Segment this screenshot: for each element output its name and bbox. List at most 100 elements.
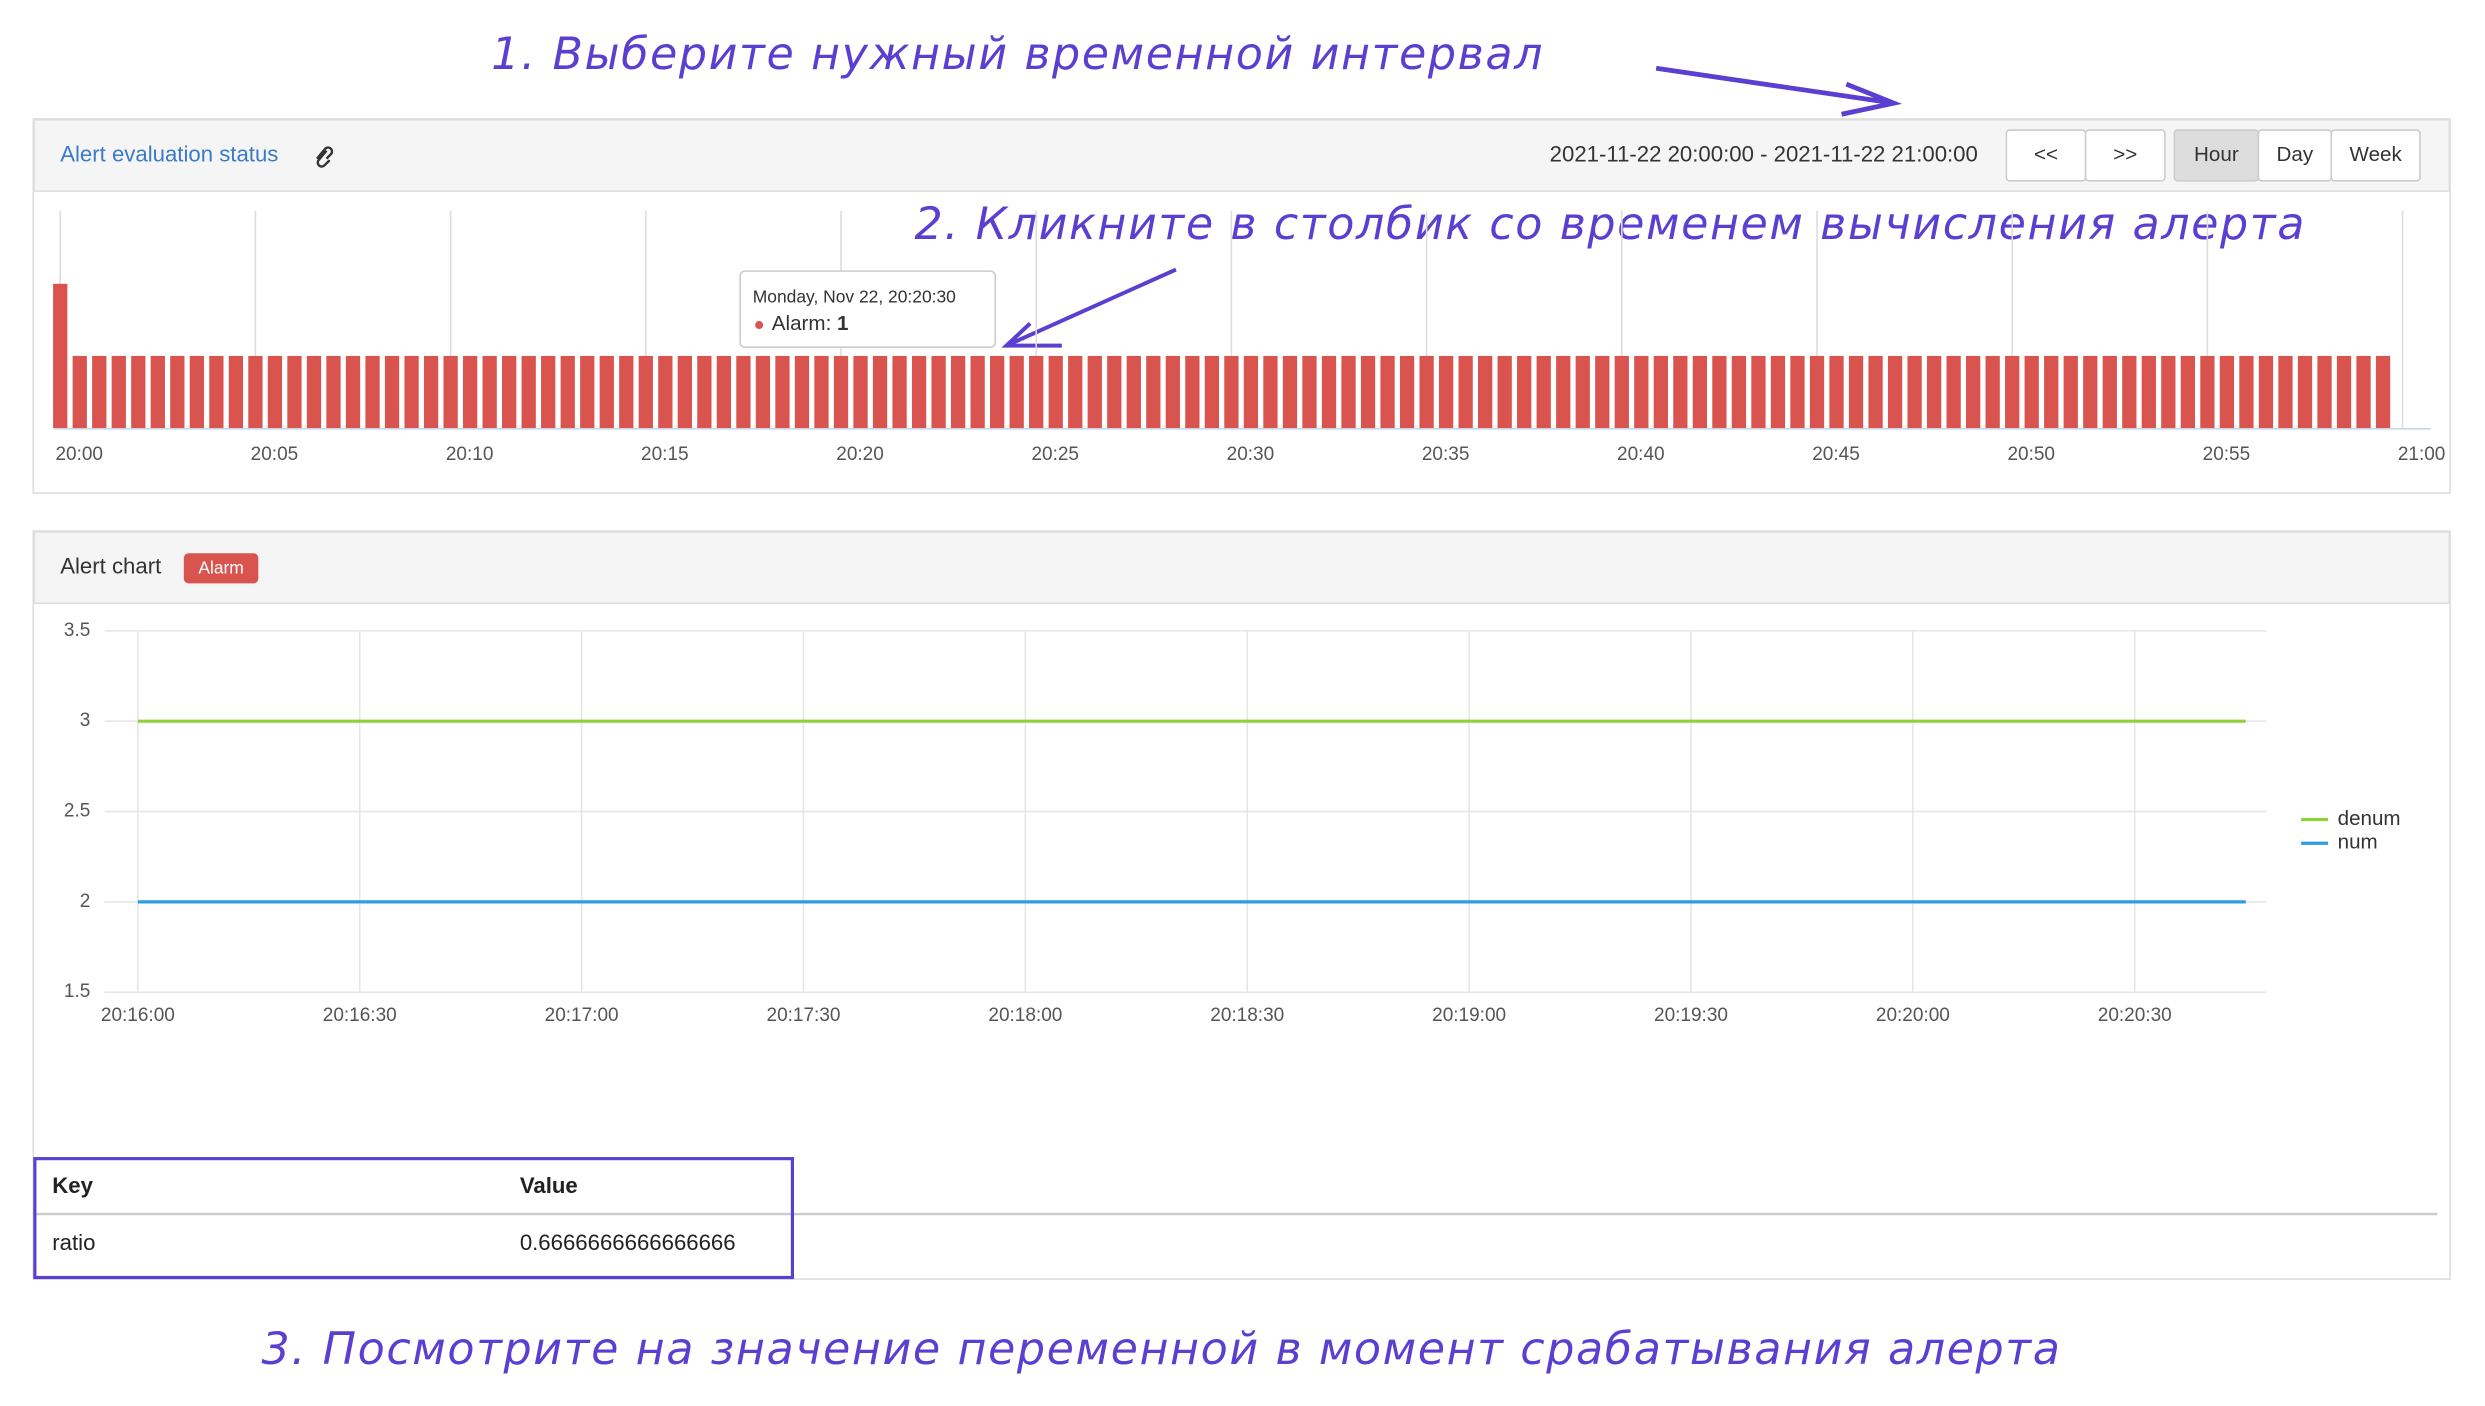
bar[interactable] xyxy=(150,355,165,429)
bar[interactable] xyxy=(2297,355,2313,429)
bar[interactable] xyxy=(990,355,1005,429)
bar[interactable] xyxy=(2375,355,2391,429)
bar[interactable] xyxy=(53,283,68,429)
bar[interactable] xyxy=(2356,355,2371,429)
bar[interactable] xyxy=(2239,355,2254,429)
bar[interactable] xyxy=(1478,355,1493,429)
bar[interactable] xyxy=(1009,355,1024,429)
bar[interactable] xyxy=(931,355,946,429)
bar[interactable] xyxy=(1204,355,1220,429)
bar[interactable] xyxy=(541,355,556,429)
bar[interactable] xyxy=(1341,355,1356,429)
bar[interactable] xyxy=(1497,355,1512,429)
bar[interactable] xyxy=(2122,355,2137,429)
bar[interactable] xyxy=(2044,355,2059,429)
bar[interactable] xyxy=(443,355,458,429)
bar[interactable] xyxy=(892,355,907,429)
bar[interactable] xyxy=(423,355,439,429)
bar[interactable] xyxy=(189,355,204,429)
bar[interactable] xyxy=(814,355,829,429)
bar[interactable] xyxy=(72,355,87,429)
bar[interactable] xyxy=(677,355,692,429)
bar[interactable] xyxy=(599,355,614,429)
bar[interactable] xyxy=(1731,355,1747,429)
bar[interactable] xyxy=(1751,355,1766,429)
bar[interactable] xyxy=(658,355,673,429)
bar[interactable] xyxy=(1575,355,1590,429)
bar[interactable] xyxy=(2278,355,2293,429)
bar[interactable] xyxy=(287,355,302,429)
bar[interactable] xyxy=(463,355,478,429)
bar[interactable] xyxy=(1926,355,1942,429)
bar[interactable] xyxy=(1282,355,1298,429)
bar[interactable] xyxy=(1966,355,1981,429)
bar[interactable] xyxy=(755,355,771,429)
link-icon[interactable] xyxy=(316,146,334,168)
legend-label[interactable]: denum xyxy=(2338,807,2401,830)
bar[interactable] xyxy=(1790,355,1805,429)
bar[interactable] xyxy=(521,355,536,429)
bar[interactable] xyxy=(365,355,380,429)
bar[interactable] xyxy=(2317,355,2332,429)
bar[interactable] xyxy=(1614,355,1629,429)
bar[interactable] xyxy=(1048,355,1063,429)
bar[interactable] xyxy=(1712,355,1727,429)
bar[interactable] xyxy=(970,355,985,429)
bar[interactable] xyxy=(248,355,263,429)
bar[interactable] xyxy=(1653,355,1668,429)
bar[interactable] xyxy=(326,355,341,429)
bar[interactable] xyxy=(1809,355,1825,429)
bar[interactable] xyxy=(2258,355,2274,429)
bar[interactable] xyxy=(1419,355,1434,429)
bar[interactable] xyxy=(1673,355,1688,429)
bar[interactable] xyxy=(404,355,419,429)
bar[interactable] xyxy=(267,355,283,429)
bar[interactable] xyxy=(1848,355,1864,429)
bar[interactable] xyxy=(1302,355,1317,429)
bar[interactable] xyxy=(1438,355,1454,429)
bar[interactable] xyxy=(2200,355,2215,429)
bar[interactable] xyxy=(1146,355,1161,429)
bar[interactable] xyxy=(1517,355,1532,429)
bar[interactable] xyxy=(384,355,400,429)
bar[interactable] xyxy=(1165,355,1180,429)
bar[interactable] xyxy=(911,355,927,429)
bar[interactable] xyxy=(638,355,653,429)
bar[interactable] xyxy=(833,355,849,429)
bar[interactable] xyxy=(92,355,107,429)
bar[interactable] xyxy=(2063,355,2078,429)
bar[interactable] xyxy=(1399,355,1415,429)
bar[interactable] xyxy=(1263,355,1278,429)
bar[interactable] xyxy=(1243,355,1259,429)
bar[interactable] xyxy=(345,355,361,429)
bar[interactable] xyxy=(1224,355,1239,429)
bar[interactable] xyxy=(853,355,868,429)
bar[interactable] xyxy=(1692,355,1708,429)
bar[interactable] xyxy=(1380,355,1395,429)
bar[interactable] xyxy=(2336,355,2352,429)
bar[interactable] xyxy=(1321,355,1337,429)
bar[interactable] xyxy=(1029,355,1044,429)
bar[interactable] xyxy=(2141,355,2156,429)
bar[interactable] xyxy=(1595,355,1610,429)
bar[interactable] xyxy=(1770,355,1786,429)
bar[interactable] xyxy=(1087,355,1102,429)
bar[interactable] xyxy=(228,355,244,429)
bar[interactable] xyxy=(306,355,322,429)
bar[interactable] xyxy=(1907,355,1922,429)
bar[interactable] xyxy=(560,355,575,429)
bar[interactable] xyxy=(2180,355,2196,429)
bar[interactable] xyxy=(1985,355,2000,429)
bar[interactable] xyxy=(2161,355,2176,429)
bar[interactable] xyxy=(1634,355,1649,429)
bar[interactable] xyxy=(482,355,497,429)
bar[interactable] xyxy=(1126,355,1141,429)
bar[interactable] xyxy=(716,355,732,429)
bar[interactable] xyxy=(111,355,126,429)
bar[interactable] xyxy=(580,355,595,429)
bar[interactable] xyxy=(209,355,224,429)
nav-button[interactable] xyxy=(2084,129,2166,182)
bar[interactable] xyxy=(1360,355,1376,429)
bar[interactable] xyxy=(794,355,810,429)
bar[interactable] xyxy=(1556,355,1571,429)
